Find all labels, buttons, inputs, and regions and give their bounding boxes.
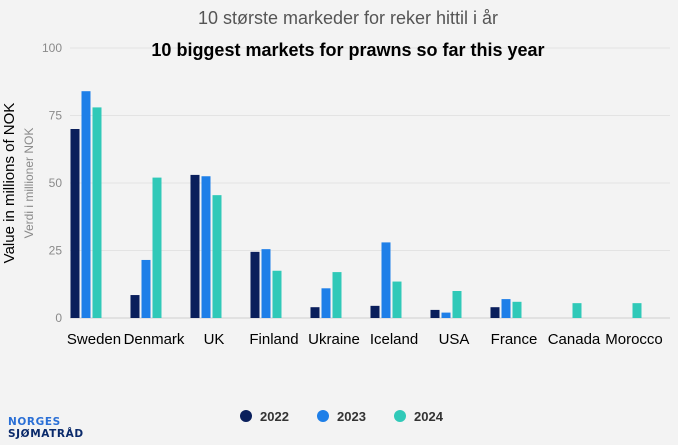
- gridlines: [70, 47, 670, 319]
- bar-finland-2024: [272, 270, 282, 318]
- bar-finland-2022: [250, 251, 260, 318]
- legend-marker-2023: [317, 410, 329, 422]
- bar-uk-2024: [212, 195, 222, 318]
- norges-sjomatrad-logo: NORGES SJØMATRÅD: [8, 416, 84, 440]
- bar-denmark-2024: [152, 177, 162, 318]
- y-tick-label: 0: [55, 311, 62, 325]
- bar-ukraine-2024: [332, 272, 342, 318]
- legend-label-2024: 2024: [414, 409, 444, 424]
- x-tick-label-france: France: [491, 331, 538, 348]
- x-tick-label-sweden: Sweden: [67, 331, 121, 348]
- bar-usa-2024: [452, 291, 462, 318]
- bar-france-2022: [490, 307, 500, 318]
- bar-iceland-2023: [381, 242, 391, 318]
- y-tick-label: 75: [49, 109, 63, 123]
- x-tick-labels: Sweden Denmark UK Finland Ukraine Iceland USA F…: [67, 331, 663, 348]
- bar-ukraine-2023: [321, 288, 331, 318]
- bar-uk-2023: [201, 176, 211, 318]
- bars: [70, 91, 642, 319]
- x-tick-label-finland: Finland: [249, 331, 298, 348]
- bar-iceland-2022: [370, 305, 380, 318]
- chart-title-english: 10 biggest markets for prawns so far thi…: [151, 40, 544, 60]
- y-axis-label-norwegian: Verdi i millioner NOK: [22, 128, 36, 239]
- bar-usa-2023: [441, 312, 451, 318]
- legend-label-2022: 2022: [260, 409, 289, 424]
- bar-france-2024: [512, 301, 522, 318]
- bar-ukraine-2022: [310, 307, 320, 318]
- x-tick-label-canada: Canada: [548, 331, 601, 348]
- logo-line-2: SJØMATRÅD: [8, 428, 84, 440]
- bar-denmark-2023: [141, 259, 151, 318]
- bar-usa-2022: [430, 309, 440, 318]
- x-tick-label-uk: UK: [204, 331, 225, 348]
- y-tick-label: 50: [49, 176, 63, 190]
- y-axis-label-english: Value in millions of NOK: [1, 103, 18, 264]
- chart-title-norwegian: 10 største markeder for reker hittil i å…: [198, 8, 498, 28]
- y-tick-label: 25: [49, 244, 63, 258]
- bar-sweden-2023: [81, 91, 91, 318]
- bar-morocco-2024: [632, 303, 642, 318]
- bar-uk-2022: [190, 174, 200, 318]
- x-tick-label-morocco: Morocco: [605, 331, 663, 348]
- bar-sweden-2024: [92, 107, 102, 319]
- x-tick-label-usa: USA: [439, 331, 470, 348]
- bar-denmark-2022: [130, 295, 140, 318]
- bar-france-2023: [501, 299, 511, 318]
- bar-sweden-2022: [70, 129, 80, 318]
- legend: 2022 2023 2024: [240, 409, 444, 424]
- bar-canada-2024: [572, 303, 582, 318]
- x-tick-label-iceland: Iceland: [370, 331, 418, 348]
- y-tick-labels: 0 25 50 75 100: [42, 41, 62, 325]
- logo-line-1: NORGES: [8, 416, 61, 428]
- y-tick-label: 100: [42, 41, 62, 55]
- x-tick-label-denmark: Denmark: [124, 331, 185, 348]
- bar-finland-2023: [261, 249, 271, 318]
- legend-label-2023: 2023: [337, 409, 366, 424]
- legend-marker-2022: [240, 410, 252, 422]
- legend-marker-2024: [394, 410, 406, 422]
- bar-iceland-2024: [392, 281, 402, 318]
- x-tick-label-ukraine: Ukraine: [308, 331, 360, 348]
